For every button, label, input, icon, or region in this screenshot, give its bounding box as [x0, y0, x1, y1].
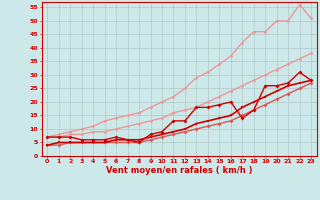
X-axis label: Vent moyen/en rafales ( km/h ): Vent moyen/en rafales ( km/h ): [106, 166, 252, 175]
